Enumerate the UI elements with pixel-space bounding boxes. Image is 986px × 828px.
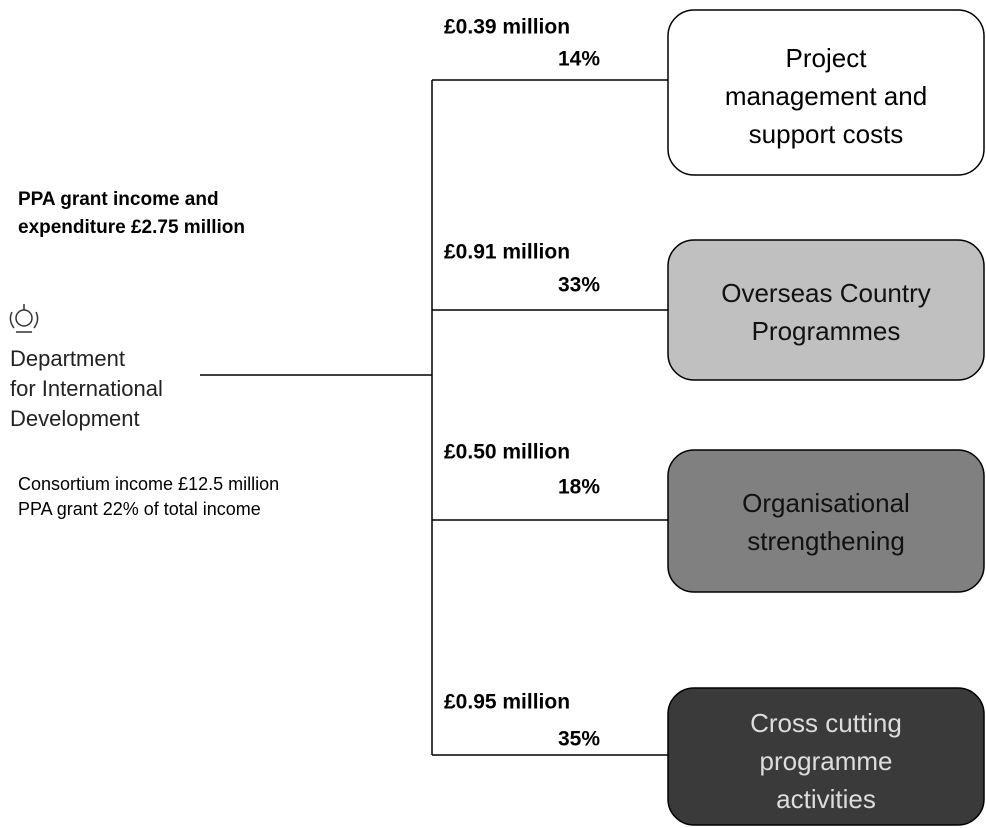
box-label: Project (786, 43, 868, 73)
note: Consortium income £12.5 million (18, 474, 279, 494)
box-label: Overseas Country (721, 278, 931, 308)
amount: £0.91 million (444, 241, 570, 264)
share: 18% (558, 476, 600, 499)
amount: £0.50 million (444, 441, 570, 464)
category-box (667, 687, 985, 826)
category-box (667, 239, 985, 381)
amount: £0.39 million (444, 16, 570, 39)
box-label: programme (760, 746, 893, 776)
box-label: management and (725, 81, 927, 111)
box-label: Organisational (742, 488, 910, 518)
org-name: for International (10, 376, 163, 401)
box-label: activities (776, 784, 876, 814)
crest-icon (9, 304, 39, 333)
org-name: Department (10, 346, 125, 371)
share: 14% (558, 48, 600, 71)
category-box (667, 9, 985, 176)
note: PPA grant 22% of total income (18, 499, 261, 519)
category-box (667, 449, 985, 593)
box-label: Cross cutting (750, 708, 902, 738)
share: 33% (558, 274, 600, 297)
heading: expenditure £2.75 million (18, 217, 245, 238)
box-label: support costs (749, 119, 904, 149)
org-name: Development (10, 406, 140, 431)
amount: £0.95 million (444, 691, 570, 714)
heading: PPA grant income and (18, 189, 219, 210)
box-label: Programmes (752, 316, 901, 346)
share: 35% (558, 728, 600, 751)
box-label: strengthening (747, 526, 905, 556)
